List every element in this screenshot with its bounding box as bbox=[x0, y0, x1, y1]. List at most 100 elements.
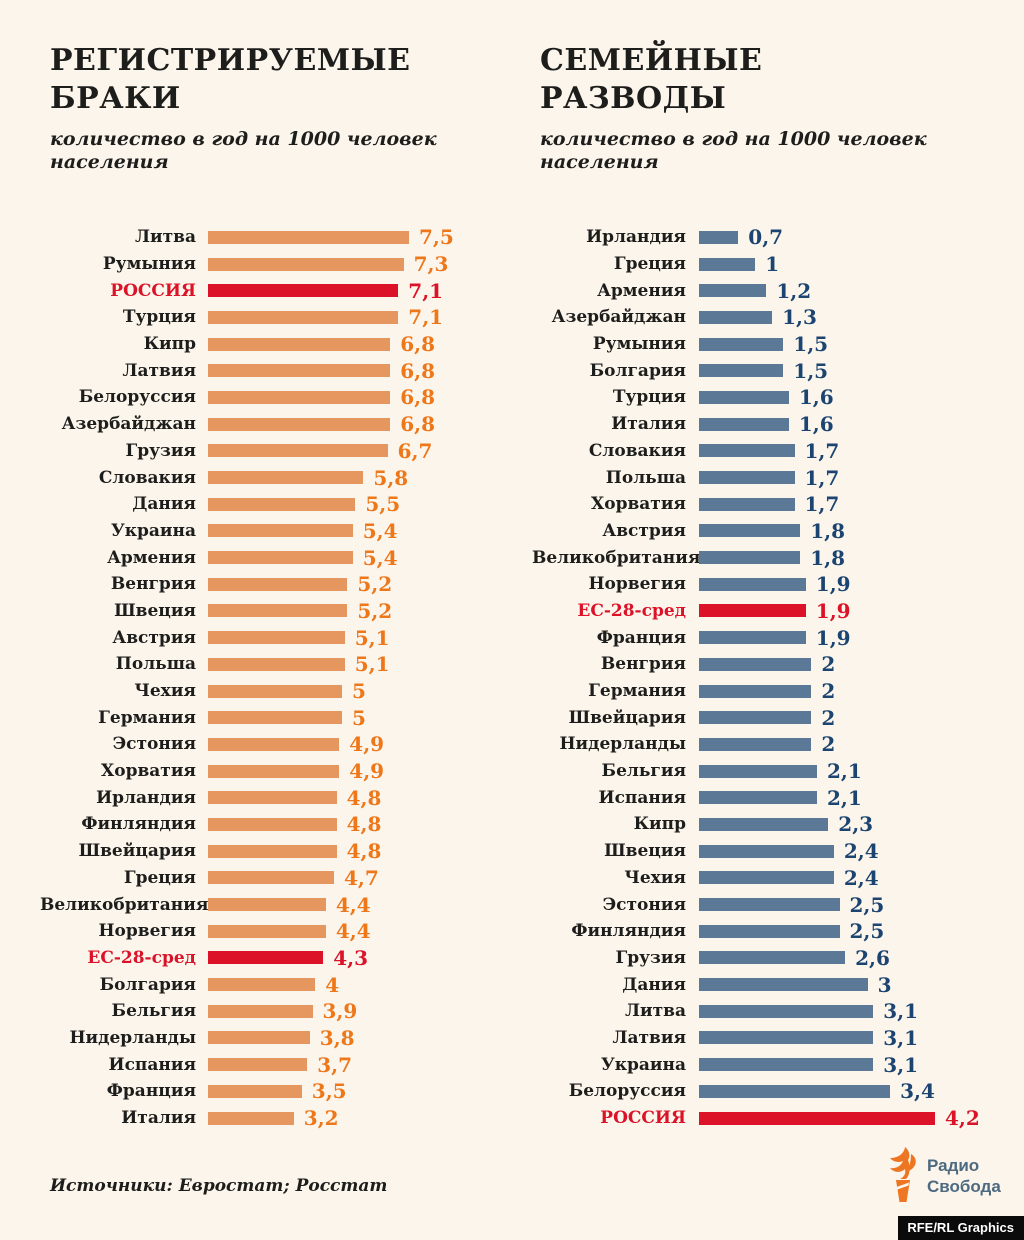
country-label: Грузия bbox=[125, 440, 196, 461]
value-label: 5 bbox=[352, 679, 366, 704]
country-label: Венгрия bbox=[600, 654, 686, 675]
value-label: 2,5 bbox=[849, 892, 885, 917]
country-label: Норвегия bbox=[588, 574, 686, 595]
bar-row: Польша 1,7 bbox=[532, 464, 980, 491]
bar bbox=[208, 631, 345, 645]
country-label: Армения bbox=[597, 280, 686, 301]
bar-row: Белоруссия 3,4 bbox=[532, 1078, 980, 1105]
source-note: Источники: Евростат; Росстат bbox=[50, 1176, 388, 1196]
country-label: Нидерланды bbox=[559, 734, 686, 755]
country-label: Греция bbox=[123, 867, 196, 888]
bar-row: Эстония 2,5 bbox=[532, 891, 980, 918]
value-label: 1,3 bbox=[782, 305, 817, 330]
bar bbox=[208, 764, 340, 778]
country-label: Румыния bbox=[592, 334, 686, 355]
value-label: 1,7 bbox=[804, 492, 840, 517]
bar-row: Германия 5 bbox=[40, 704, 454, 731]
value-label: 1,6 bbox=[798, 385, 834, 410]
bar bbox=[699, 1111, 935, 1125]
bar bbox=[699, 604, 806, 618]
value-label: 2 bbox=[821, 652, 836, 677]
value-label: 4,4 bbox=[335, 892, 371, 917]
country-label: РОССИЯ bbox=[600, 1108, 686, 1129]
country-label: Австрия bbox=[112, 627, 196, 648]
country-label: Белоруссия bbox=[78, 387, 196, 408]
country-label: Франция bbox=[106, 1081, 196, 1102]
value-label: 2,6 bbox=[855, 945, 890, 970]
bar bbox=[208, 364, 391, 378]
country-label: Эстония bbox=[602, 894, 686, 915]
bar bbox=[699, 1084, 891, 1098]
bar bbox=[208, 844, 337, 858]
value-label: 1,5 bbox=[793, 358, 829, 383]
marriages-title: РЕГИСТРИРУЕМЫЕ БРАКИ bbox=[50, 43, 411, 116]
bar bbox=[699, 711, 812, 725]
bar bbox=[699, 978, 868, 992]
bar bbox=[699, 951, 846, 965]
bar-row: Азербайджан 1,3 bbox=[532, 304, 980, 331]
bar bbox=[699, 230, 739, 244]
torch-icon bbox=[884, 1146, 920, 1206]
value-label: 3,4 bbox=[900, 1079, 935, 1104]
bar-row: Венгрия 5,2 bbox=[40, 571, 454, 598]
value-label: 3,5 bbox=[311, 1079, 347, 1104]
marriages-bar-chart: Литва 7,5 Румыния 7,3 РОССИЯ 7,1 Турция 7,1 Кипр… bbox=[40, 224, 454, 1131]
bar bbox=[699, 551, 801, 565]
bar bbox=[208, 1031, 310, 1045]
bar-row: Греция 4,7 bbox=[40, 865, 454, 892]
country-label: Болгария bbox=[589, 360, 686, 381]
bar-row: Чехия 2,4 bbox=[532, 865, 980, 892]
value-label: 5,5 bbox=[365, 492, 401, 517]
credit-badge: RFE/RL Graphics bbox=[898, 1216, 1024, 1240]
bar-row: Великобритания 4,4 bbox=[40, 891, 454, 918]
bar-row: Нидерланды 2 bbox=[532, 731, 980, 758]
value-label: 7,1 bbox=[408, 278, 444, 303]
country-label: Швейцария bbox=[568, 707, 686, 728]
value-label: 0,7 bbox=[748, 225, 784, 250]
country-label: Латвия bbox=[122, 360, 196, 381]
bar-row: Ирландия 0,7 bbox=[532, 224, 980, 251]
value-label: 2,4 bbox=[843, 865, 879, 890]
country-label: Литва bbox=[624, 1001, 686, 1022]
value-label: 1 bbox=[765, 252, 780, 277]
bar-row: Норвегия 4,4 bbox=[40, 918, 454, 945]
country-label: Испания bbox=[108, 1054, 196, 1075]
value-label: 3,2 bbox=[303, 1106, 339, 1131]
country-label: Швеция bbox=[604, 841, 686, 862]
value-label: 4,8 bbox=[346, 839, 382, 864]
bar bbox=[208, 924, 326, 938]
country-label: ЕС-28-сред bbox=[87, 947, 196, 968]
value-label: 4,7 bbox=[344, 865, 379, 890]
bar-row: Швеция 2,4 bbox=[532, 838, 980, 865]
bar-row: Ирландия 4,8 bbox=[40, 784, 454, 811]
country-label: Турция bbox=[122, 307, 196, 328]
value-label: 1,6 bbox=[798, 412, 834, 437]
value-label: 2 bbox=[821, 732, 836, 757]
country-label: Германия bbox=[98, 707, 196, 728]
bar bbox=[208, 657, 345, 671]
country-label: Дания bbox=[622, 974, 686, 995]
bar bbox=[208, 230, 409, 244]
value-label: 6,8 bbox=[400, 358, 435, 383]
bar-row: Финляндия 2,5 bbox=[532, 918, 980, 945]
country-label: Хорватия bbox=[591, 494, 686, 515]
bar bbox=[208, 604, 348, 618]
bar-row: Белоруссия 6,8 bbox=[40, 384, 454, 411]
country-label: Ирландия bbox=[96, 787, 196, 808]
bar bbox=[208, 497, 356, 511]
bar bbox=[208, 791, 337, 805]
value-label: 7,3 bbox=[413, 252, 449, 277]
bar-row: Франция 1,9 bbox=[532, 624, 980, 651]
country-label: Бельгия bbox=[111, 1001, 196, 1022]
bar-row: Болгария 1,5 bbox=[532, 357, 980, 384]
bar-row: Литва 7,5 bbox=[40, 224, 454, 251]
country-label: Хорватия bbox=[101, 761, 196, 782]
bar-row: Норвегия 1,9 bbox=[532, 571, 980, 598]
country-label: Италия bbox=[611, 414, 686, 435]
bar-row: РОССИЯ 4,2 bbox=[532, 1105, 980, 1132]
bar-row: Турция 1,6 bbox=[532, 384, 980, 411]
country-label: Кипр bbox=[143, 334, 196, 355]
bar-row: Словакия 5,8 bbox=[40, 464, 454, 491]
country-label: Греция bbox=[613, 254, 686, 275]
bar bbox=[699, 444, 795, 458]
